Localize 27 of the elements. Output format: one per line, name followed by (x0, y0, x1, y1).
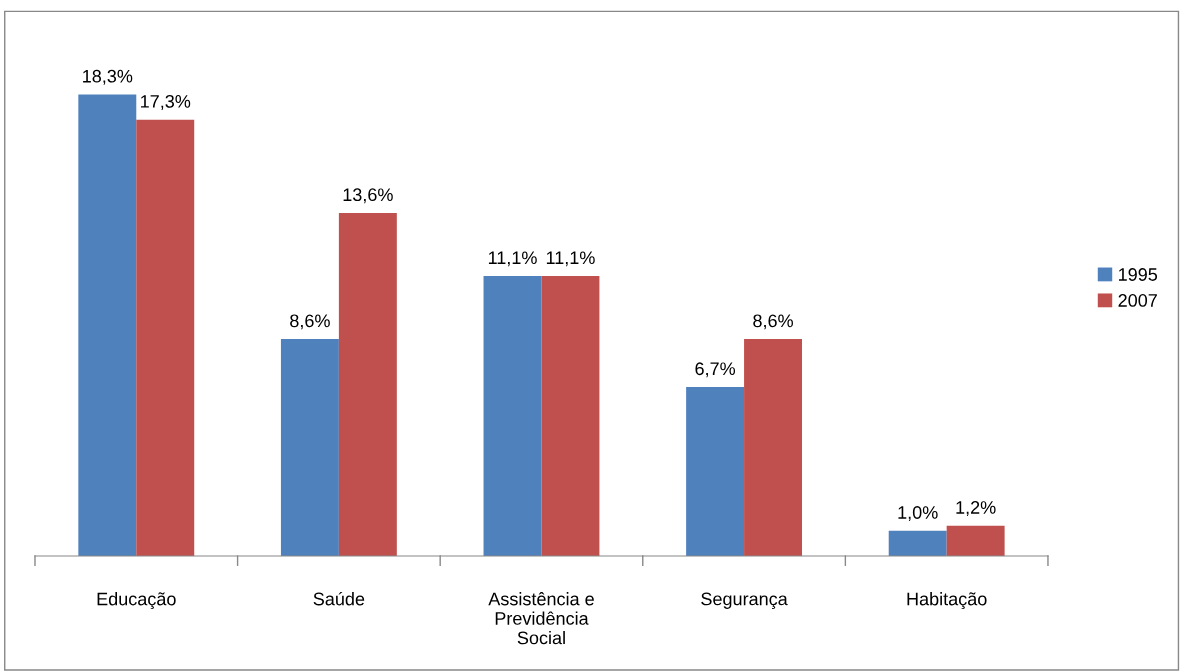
legend-label: 1995 (1119, 268, 1158, 281)
bar (541, 276, 600, 557)
bar (280, 339, 339, 557)
data-label: 8,6% (753, 314, 793, 330)
bar (136, 119, 195, 557)
data-label: 13,6% (343, 188, 393, 204)
legend-label: 2007 (1118, 294, 1157, 307)
bar (483, 276, 542, 557)
data-label: 1,0% (898, 506, 938, 522)
data-label: 1,2% (956, 501, 996, 516)
data-label: 18,3% (83, 69, 133, 85)
x-tick-label: Habitação (907, 592, 987, 610)
data-label: 11,1% (546, 251, 595, 267)
x-tick-label: Educação (97, 592, 176, 610)
data-label: 17,3% (141, 94, 191, 110)
bar (946, 525, 1005, 557)
bar (686, 387, 745, 557)
data-label: 8,6% (290, 314, 330, 330)
bar (78, 94, 137, 557)
bar (338, 213, 397, 557)
x-tick-label: Segurança (701, 592, 788, 609)
bar (744, 339, 803, 557)
data-label: 11,1% (488, 251, 537, 267)
bar (888, 530, 947, 557)
x-tick-label: Assistência e Previdência Social (488, 592, 594, 645)
data-label: 6,7% (695, 362, 736, 378)
x-tick-label: Saúde (313, 591, 365, 606)
